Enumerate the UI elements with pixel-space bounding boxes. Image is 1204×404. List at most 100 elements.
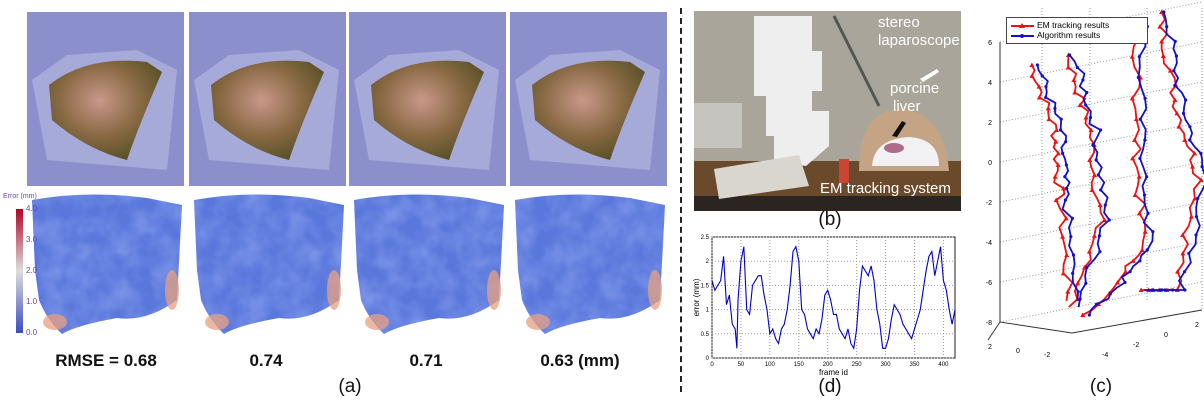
em-marker	[1180, 250, 1186, 256]
x-tick-label: 0	[710, 362, 714, 368]
em-marker	[1072, 90, 1078, 95]
annotation-laparoscope: laparoscope	[878, 32, 960, 49]
x-tick-label: 100	[765, 362, 776, 368]
em-marker	[1053, 197, 1059, 202]
em-marker	[1198, 177, 1204, 182]
z-gridline	[999, 41, 1203, 83]
algorithm-marker	[1044, 85, 1048, 89]
algorithm-marker	[1145, 175, 1149, 179]
algorithm-marker	[1035, 63, 1039, 67]
algorithm-marker	[1184, 98, 1188, 102]
algorithm-marker	[1174, 54, 1179, 58]
algorithm-marker	[1138, 156, 1142, 160]
annotation-liver: liver	[893, 98, 921, 115]
em-marker	[1175, 269, 1181, 274]
em-marker	[1052, 174, 1058, 179]
em-marker	[1136, 210, 1142, 216]
panel-c-label: (c)	[1089, 376, 1113, 397]
em-marker	[1053, 139, 1059, 144]
em-marker	[1087, 157, 1093, 162]
liver-render	[371, 60, 484, 160]
annotation-porcine: porcine	[890, 80, 940, 97]
annotation-stereo: stereo	[878, 14, 920, 31]
experiment-photo	[694, 11, 961, 211]
z-tick-label: 6	[988, 40, 992, 47]
liver-render	[211, 60, 324, 160]
algorithm-marker	[1200, 165, 1204, 169]
z-tick-label: 4	[988, 80, 992, 87]
algorithm-marker	[1064, 140, 1068, 144]
algorithm-marker	[1059, 117, 1063, 121]
em-marker	[1157, 24, 1163, 29]
algorithm-marker	[1098, 250, 1102, 254]
error-series-line	[711, 245, 956, 350]
em-marker	[1132, 137, 1138, 142]
x-tick-label: 150	[794, 362, 805, 368]
algorithm-marker	[1159, 288, 1163, 292]
em-marker	[1029, 73, 1035, 78]
algorithm-marker	[1097, 234, 1102, 238]
algorithm-marker	[1151, 230, 1155, 234]
algorithm-marker	[1194, 215, 1199, 219]
legend-markers	[1011, 23, 1034, 38]
algorithm-marker	[1173, 83, 1177, 87]
em-marker	[1065, 289, 1071, 294]
algorithm-marker	[1183, 288, 1187, 292]
algorithm-marker	[1194, 233, 1198, 237]
algorithm-marker	[1044, 95, 1048, 100]
y-tick-label: 2	[706, 259, 710, 265]
algorithm-marker	[1063, 175, 1067, 179]
z-tick-label: -4	[986, 240, 992, 247]
algorithm-marker	[1053, 106, 1057, 110]
algorithm-marker	[1081, 78, 1085, 82]
x-tick-label: 400	[938, 362, 949, 368]
em-marker	[1138, 287, 1144, 292]
algorithm-marker	[1171, 288, 1175, 292]
em-marker	[1192, 195, 1198, 201]
em-marker	[1063, 215, 1069, 221]
algorithm-marker	[1063, 198, 1068, 202]
liver-render	[49, 60, 162, 160]
z-tick-label: -8	[986, 320, 992, 327]
y-tick-label: 0.5	[701, 332, 710, 338]
legend-algorithm: Algorithm results	[1037, 30, 1101, 40]
em-marker	[1092, 172, 1098, 177]
em-marker	[1080, 312, 1086, 317]
legend: EM tracking results Algorithm results	[1006, 17, 1148, 44]
algorithm-marker	[1070, 216, 1074, 220]
em-marker	[1065, 65, 1071, 70]
algorithm-marker	[1071, 253, 1076, 257]
algorithm-marker	[1075, 65, 1079, 70]
z-gridline	[999, 241, 1203, 283]
algorithm-marker	[1187, 251, 1191, 255]
em-marker	[1055, 162, 1061, 167]
em-marker	[1086, 249, 1092, 254]
em-marker	[1083, 115, 1089, 120]
y-tick-label: -4	[1102, 352, 1108, 359]
trajectory-3d-plot: 6 4 2 0 -2 -4 -6 -8 2 0 -2 -4 -2 0 2	[986, 1, 1204, 359]
algorithm-marker	[1061, 151, 1065, 155]
y-tick-label: 0	[1164, 332, 1168, 339]
em-marker	[1136, 174, 1142, 179]
em-marker	[1182, 137, 1188, 142]
em-marker	[1054, 127, 1060, 132]
em-marker	[1130, 258, 1136, 263]
em-marker	[1174, 110, 1180, 116]
y-tick-label: 1.5	[701, 283, 710, 289]
colorbar-title: Error (mm)	[3, 193, 37, 200]
em-marker	[1089, 187, 1095, 192]
z-gridline	[999, 161, 1203, 203]
x-tick-label: 250	[852, 362, 863, 368]
x-tick-label: 2	[988, 344, 992, 351]
algorithm-marker	[1058, 128, 1063, 132]
algorithm-marker	[1163, 288, 1167, 292]
algorithm-marker	[1107, 218, 1111, 222]
algorithm-marker	[1084, 103, 1088, 107]
algorithm-marker	[1040, 74, 1044, 78]
algorithm-marker	[1138, 259, 1142, 263]
algorithm-marker	[1076, 290, 1080, 294]
algorithm-marker	[1096, 173, 1100, 177]
algorithm-marker	[1137, 55, 1141, 59]
colorbar-tick: 2.0	[26, 266, 38, 275]
algorithm-marker	[1108, 291, 1113, 295]
